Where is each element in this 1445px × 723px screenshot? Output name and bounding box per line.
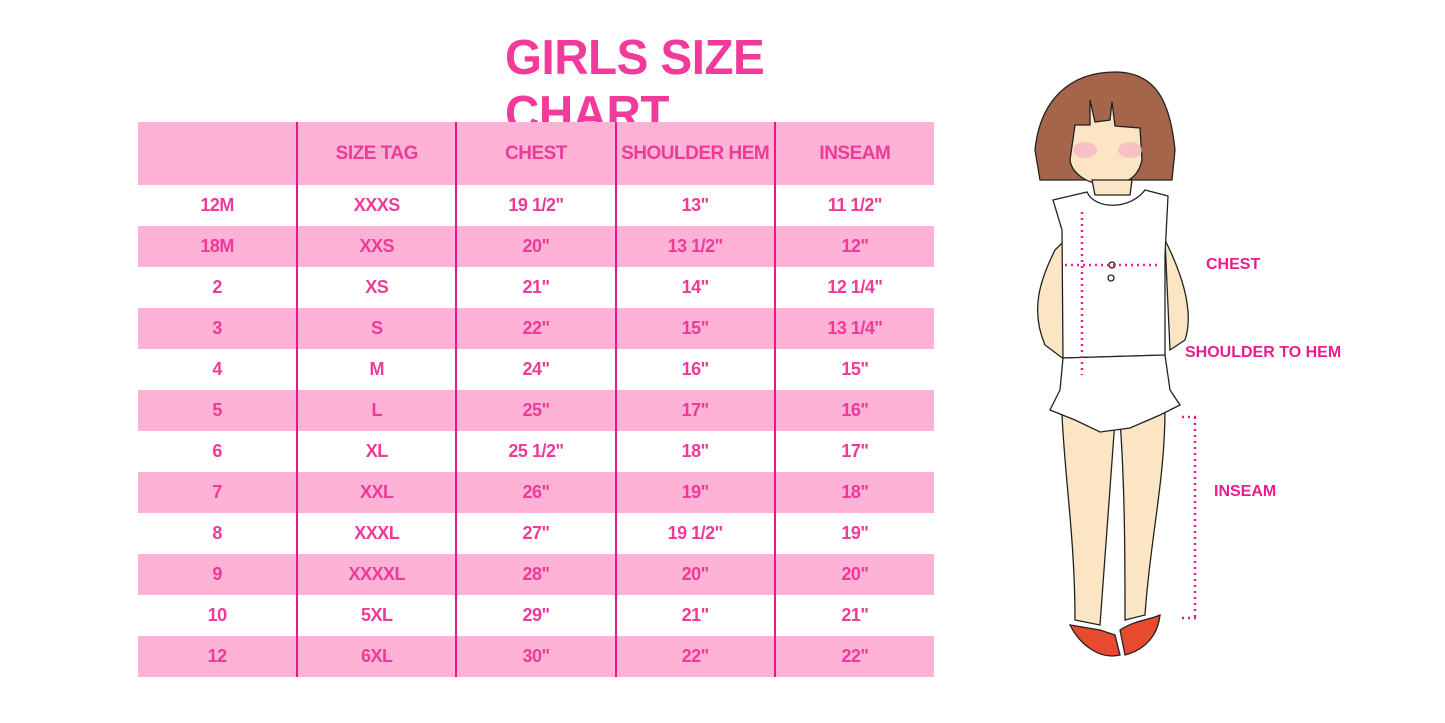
table-row: 9 XXXXL 28" 20" 20"	[138, 554, 934, 595]
table-cell: 25"	[455, 390, 616, 431]
table-cell: 22"	[614, 636, 775, 677]
table-cell: 20"	[455, 226, 616, 267]
table-cell: 12M	[200, 195, 234, 215]
table-cell: 7	[138, 472, 298, 513]
table-header: SIZE TAG CHEST SHOULDER HEM INSEAM	[138, 122, 934, 185]
table-cell: XS	[296, 267, 457, 308]
table-cell: 6	[212, 441, 222, 461]
chest-label: CHEST	[1206, 256, 1261, 273]
table-row: 2 XS 21" 14" 12 1/4"	[138, 267, 934, 308]
table-cell: 8	[212, 523, 222, 543]
column-header: SHOULDER HEM	[614, 122, 775, 185]
table-cell: 13"	[614, 185, 775, 226]
table-cell: 5	[138, 390, 298, 431]
table-cell: 21"	[773, 595, 934, 636]
table-cell: 16"	[614, 349, 775, 390]
table-cell: 19 1/2"	[614, 513, 775, 554]
table-cell: 17"	[614, 390, 775, 431]
shoulder-to-hem-label: SHOULDER TO HEM	[1185, 344, 1342, 361]
table-cell: 10	[207, 605, 228, 625]
table-row: 3 S 22" 15" 13 1/4"	[138, 308, 934, 349]
column-header	[138, 122, 298, 185]
table-cell: 16"	[773, 390, 934, 431]
size-table: SIZE TAG CHEST SHOULDER HEM INSEAM 12M XXXS 1…	[138, 122, 934, 677]
table-row: 12 6XL 30" 22" 22"	[138, 636, 934, 677]
page-title: GIRLS SIZE CHART	[505, 31, 765, 141]
table-row: 6 XL 25 1/2" 18" 17"	[138, 431, 934, 472]
table-cell: 13 1/2"	[614, 226, 775, 267]
table-cell: 15"	[773, 349, 934, 390]
table-row: 8 XXXL 27" 19 1/2" 19"	[138, 513, 934, 554]
inseam-label: INSEAM	[1214, 483, 1277, 500]
table-cell: 18"	[773, 472, 934, 513]
table-row: 18M XXS 20" 13 1/2" 12"	[138, 226, 934, 267]
table-cell: 12 1/4"	[773, 267, 934, 308]
table-cell: XXXS	[296, 185, 457, 226]
table-cell: 22"	[773, 636, 934, 677]
table-cell: 21"	[455, 267, 616, 308]
table-cell: L	[296, 390, 457, 431]
table-cell: S	[296, 308, 457, 349]
table-cell: 21"	[614, 595, 775, 636]
table-cell: XXXL	[296, 513, 457, 554]
table-cell: XL	[296, 431, 457, 472]
table-cell: 3	[138, 308, 298, 349]
table-row: 10 5XL 29" 21" 21"	[138, 595, 934, 636]
table-cell: 6XL	[296, 636, 457, 677]
table-cell: 2	[212, 277, 222, 297]
table-cell: 18M	[138, 226, 298, 267]
table-row: 4 M 24" 16" 15"	[138, 349, 934, 390]
table-cell: 26"	[455, 472, 616, 513]
table-row: 5 L 25" 17" 16"	[138, 390, 934, 431]
table-cell: 18"	[614, 431, 775, 472]
column-header: INSEAM	[773, 122, 934, 185]
table-cell: 12	[138, 636, 298, 677]
table-cell: M	[296, 349, 457, 390]
table-cell: 11 1/2"	[773, 185, 934, 226]
table-cell: 20"	[773, 554, 934, 595]
table-cell: 30"	[455, 636, 616, 677]
table-cell: XXL	[296, 472, 457, 513]
table-cell: 19 1/2"	[455, 185, 616, 226]
girl-measurement-illustration	[1034, 71, 1200, 657]
table-cell: 14"	[614, 267, 775, 308]
table-cell: 19"	[614, 472, 775, 513]
table-row: 7 XXL 26" 19" 18"	[138, 472, 934, 513]
table-cell: 20"	[614, 554, 775, 595]
table-cell: 27"	[455, 513, 616, 554]
table-cell: 29"	[455, 595, 616, 636]
table-cell: 4	[212, 359, 222, 379]
table-cell: 25 1/2"	[455, 431, 616, 472]
table-cell: 9	[138, 554, 298, 595]
table-cell: 22"	[455, 308, 616, 349]
table-cell: 5XL	[296, 595, 457, 636]
table-cell: XXXXL	[296, 554, 457, 595]
table-cell: 15"	[614, 308, 775, 349]
column-header: SIZE TAG	[296, 122, 457, 185]
table-cell: 28"	[455, 554, 616, 595]
column-header: CHEST	[455, 122, 616, 185]
table-cell: 19"	[773, 513, 934, 554]
table-cell: XXS	[296, 226, 457, 267]
table-cell: 17"	[773, 431, 934, 472]
table-cell: 13 1/4"	[773, 308, 934, 349]
table-row: 12M XXXS 19 1/2" 13" 11 1/2"	[138, 185, 934, 226]
table-cell: 12"	[773, 226, 934, 267]
table-cell: 24"	[455, 349, 616, 390]
